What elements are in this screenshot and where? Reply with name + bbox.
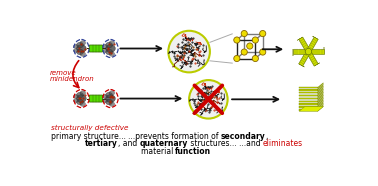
Circle shape bbox=[189, 80, 228, 118]
FancyBboxPatch shape bbox=[89, 95, 102, 102]
Polygon shape bbox=[318, 104, 323, 110]
Polygon shape bbox=[318, 103, 323, 108]
Text: , and: , and bbox=[118, 140, 139, 148]
FancyBboxPatch shape bbox=[89, 45, 102, 52]
Text: quaternary: quaternary bbox=[139, 140, 188, 148]
Polygon shape bbox=[318, 86, 323, 91]
Circle shape bbox=[247, 43, 253, 49]
Ellipse shape bbox=[109, 41, 115, 45]
Ellipse shape bbox=[76, 42, 84, 48]
Polygon shape bbox=[299, 64, 304, 67]
Text: remove: remove bbox=[50, 70, 76, 76]
Ellipse shape bbox=[73, 49, 78, 52]
Polygon shape bbox=[299, 103, 318, 104]
Polygon shape bbox=[299, 50, 310, 66]
Polygon shape bbox=[318, 98, 323, 104]
Polygon shape bbox=[307, 37, 318, 53]
Polygon shape bbox=[318, 94, 323, 99]
Ellipse shape bbox=[102, 99, 107, 102]
Polygon shape bbox=[318, 84, 323, 90]
Polygon shape bbox=[318, 87, 323, 93]
Circle shape bbox=[252, 37, 259, 43]
Text: minidendron: minidendron bbox=[50, 76, 94, 81]
Polygon shape bbox=[318, 90, 323, 96]
Polygon shape bbox=[318, 95, 323, 100]
Circle shape bbox=[260, 31, 266, 37]
Ellipse shape bbox=[105, 99, 113, 105]
Circle shape bbox=[305, 48, 312, 55]
Ellipse shape bbox=[80, 102, 85, 106]
Polygon shape bbox=[299, 92, 318, 93]
Text: structurally defective: structurally defective bbox=[51, 125, 128, 131]
Polygon shape bbox=[318, 83, 323, 88]
Polygon shape bbox=[299, 90, 318, 91]
Polygon shape bbox=[318, 106, 323, 111]
Ellipse shape bbox=[105, 95, 115, 102]
Polygon shape bbox=[308, 49, 324, 54]
Polygon shape bbox=[299, 107, 318, 108]
Polygon shape bbox=[293, 49, 308, 54]
Polygon shape bbox=[299, 95, 318, 96]
Circle shape bbox=[168, 31, 210, 72]
Ellipse shape bbox=[102, 44, 107, 48]
Text: primary structure...: primary structure... bbox=[51, 132, 128, 141]
Ellipse shape bbox=[109, 52, 115, 56]
Text: structures... ...and: structures... ...and bbox=[188, 140, 263, 148]
Ellipse shape bbox=[80, 52, 85, 56]
Circle shape bbox=[260, 49, 266, 55]
Text: secondary: secondary bbox=[221, 132, 265, 141]
Ellipse shape bbox=[109, 102, 115, 106]
Ellipse shape bbox=[105, 45, 115, 52]
Polygon shape bbox=[299, 101, 318, 102]
Ellipse shape bbox=[76, 49, 84, 55]
Polygon shape bbox=[318, 101, 323, 107]
Text: tertiary: tertiary bbox=[85, 140, 118, 148]
Polygon shape bbox=[299, 98, 318, 99]
Circle shape bbox=[234, 37, 240, 43]
Text: material: material bbox=[141, 147, 175, 156]
Circle shape bbox=[241, 31, 247, 37]
Circle shape bbox=[252, 55, 259, 62]
Polygon shape bbox=[299, 104, 318, 105]
Ellipse shape bbox=[80, 41, 85, 45]
Polygon shape bbox=[314, 63, 320, 66]
Polygon shape bbox=[297, 37, 303, 40]
Ellipse shape bbox=[76, 95, 86, 102]
Polygon shape bbox=[299, 106, 318, 107]
Polygon shape bbox=[318, 89, 323, 94]
Ellipse shape bbox=[105, 92, 113, 98]
Ellipse shape bbox=[105, 42, 113, 48]
Polygon shape bbox=[313, 36, 318, 39]
Text: ,: , bbox=[265, 132, 268, 141]
Ellipse shape bbox=[109, 91, 115, 95]
Polygon shape bbox=[299, 107, 323, 111]
Polygon shape bbox=[299, 110, 318, 111]
Text: function: function bbox=[175, 147, 211, 156]
Ellipse shape bbox=[76, 99, 84, 105]
Ellipse shape bbox=[102, 49, 107, 52]
Text: ...prevents formation of: ...prevents formation of bbox=[128, 132, 221, 141]
Ellipse shape bbox=[76, 45, 86, 52]
Polygon shape bbox=[318, 97, 323, 102]
Polygon shape bbox=[307, 50, 318, 66]
Circle shape bbox=[241, 49, 247, 55]
Ellipse shape bbox=[73, 94, 78, 98]
Polygon shape bbox=[318, 92, 323, 97]
Ellipse shape bbox=[80, 91, 85, 95]
Ellipse shape bbox=[73, 99, 78, 102]
Polygon shape bbox=[299, 89, 318, 90]
Ellipse shape bbox=[76, 92, 84, 98]
Text: eliminates: eliminates bbox=[263, 140, 303, 148]
Polygon shape bbox=[299, 109, 318, 110]
Circle shape bbox=[234, 55, 240, 62]
Polygon shape bbox=[299, 37, 310, 53]
Ellipse shape bbox=[102, 94, 107, 98]
Ellipse shape bbox=[105, 49, 113, 55]
Polygon shape bbox=[299, 87, 318, 88]
Ellipse shape bbox=[73, 44, 78, 48]
Polygon shape bbox=[318, 100, 323, 105]
